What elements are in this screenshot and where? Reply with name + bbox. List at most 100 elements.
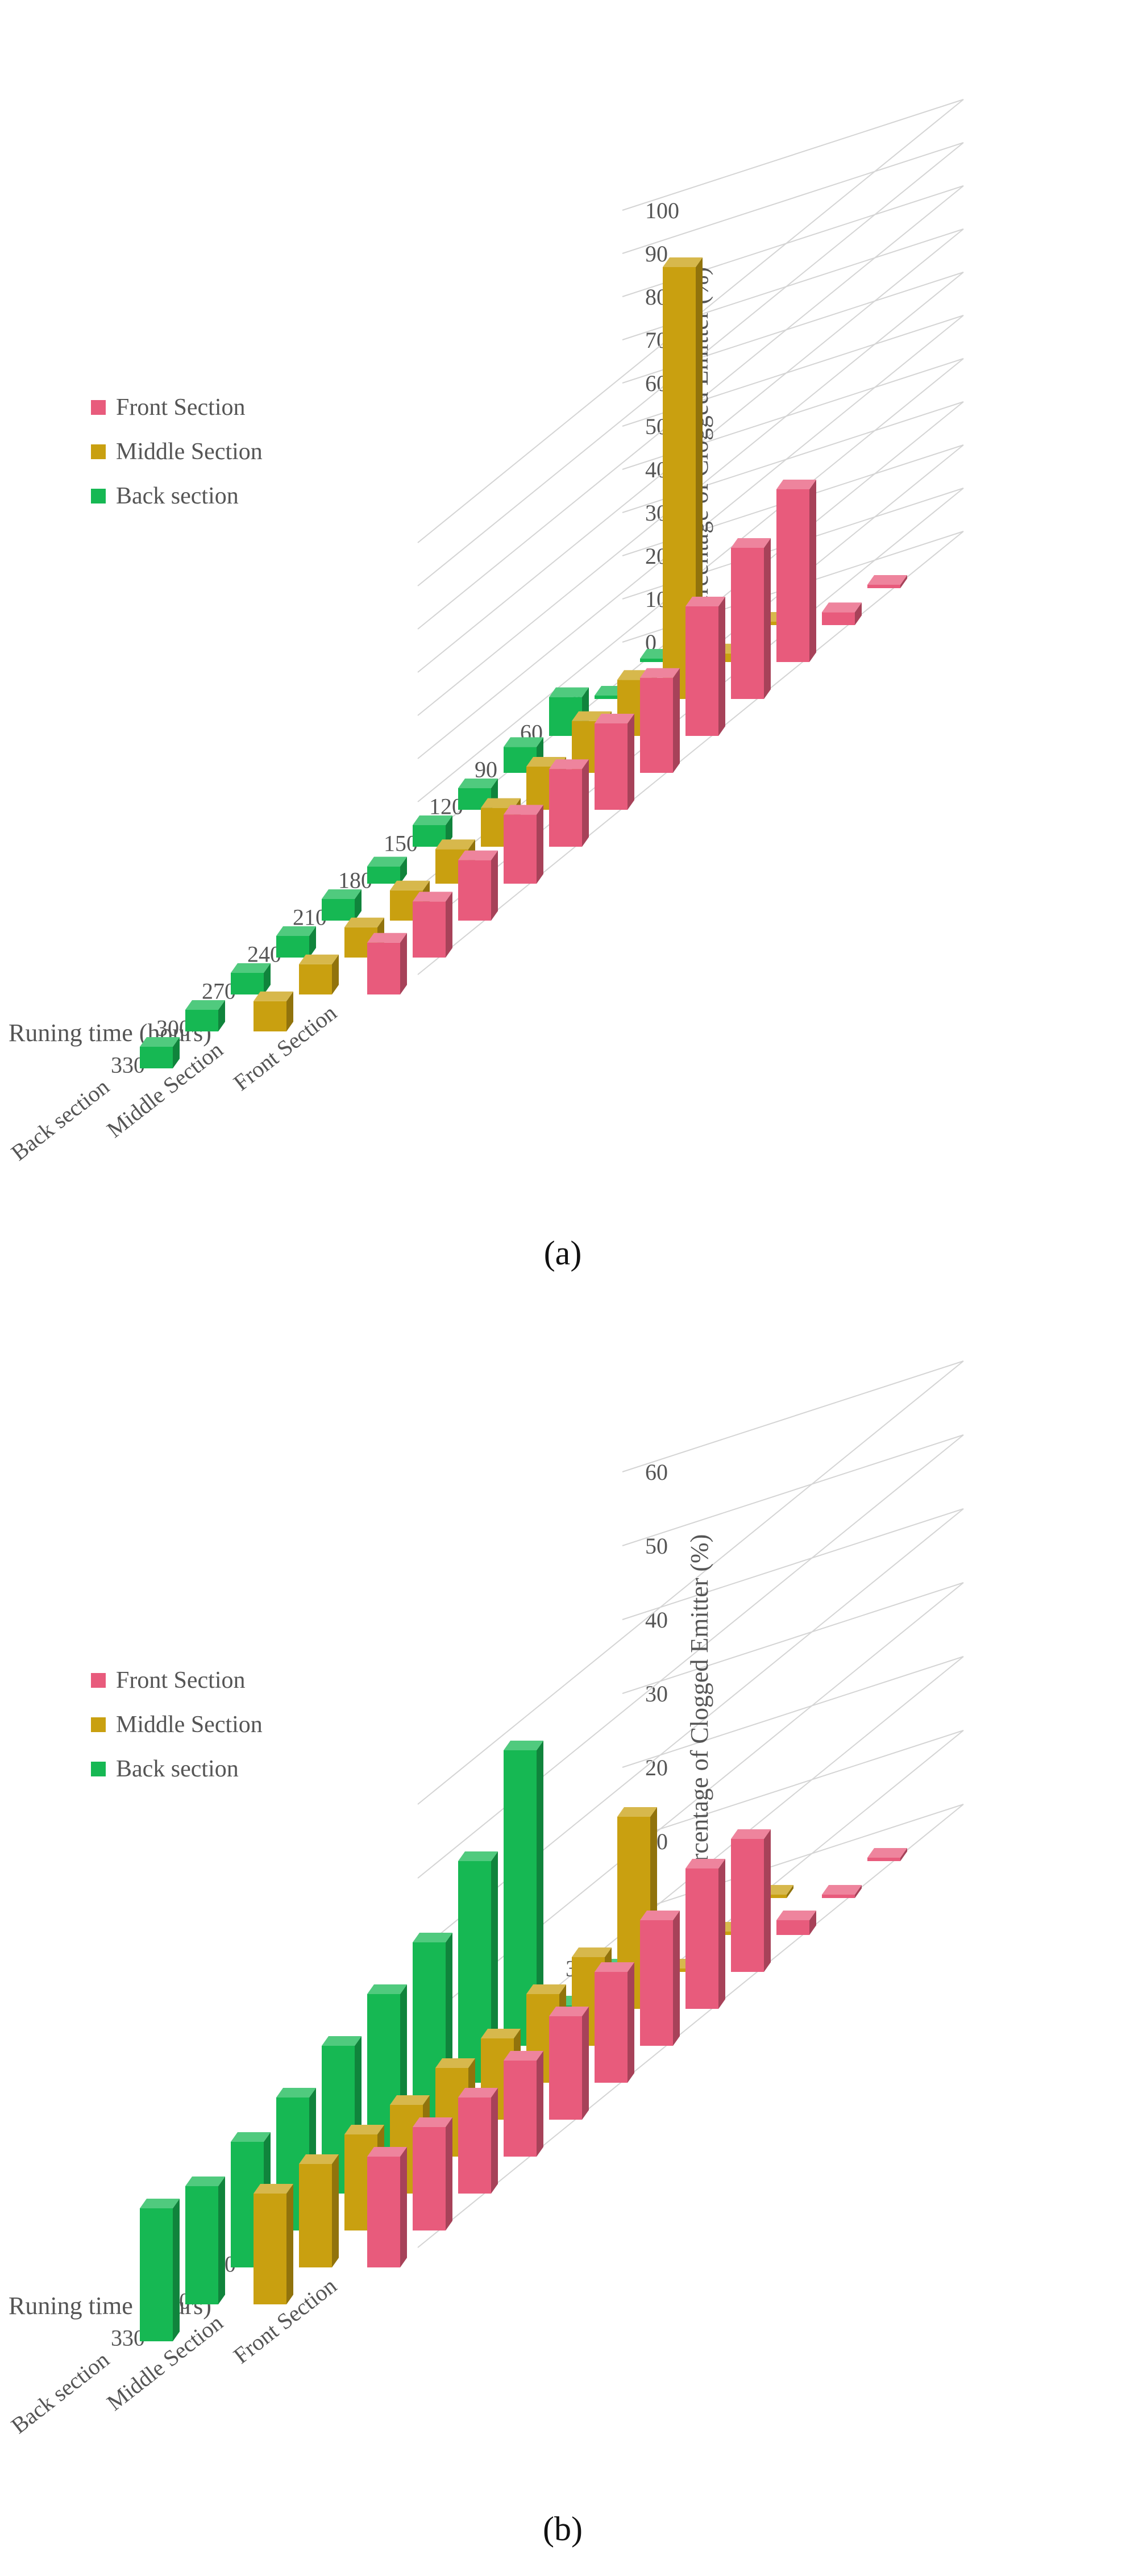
- x-axis-title: Runing time (hours): [9, 2292, 211, 2320]
- bar: [322, 889, 362, 921]
- z-tick-label: 50: [645, 1533, 668, 1559]
- legend-label: Middle Section: [116, 1712, 263, 1738]
- bar-front-face: [254, 2194, 286, 2304]
- bar-front-face: [504, 2061, 537, 2157]
- time-tick-label: 180: [338, 868, 372, 893]
- bar-front-face: [413, 825, 446, 847]
- bar-top-face: [776, 1911, 816, 1920]
- bar-side-face: [537, 805, 543, 884]
- time-tick-label: 150: [384, 831, 418, 856]
- bar-side-face: [173, 1037, 180, 1068]
- bar-side-face: [764, 1829, 771, 1972]
- bar: [640, 668, 680, 773]
- bar-side-face: [855, 602, 862, 625]
- bar-front-face: [367, 942, 400, 994]
- x-axis-title: Runing time (hours): [9, 1019, 211, 1047]
- bar-side-face: [218, 2177, 225, 2304]
- gridline-back: [622, 1582, 964, 1694]
- bar: [185, 1000, 225, 1031]
- bar-top-face: [435, 2058, 475, 2068]
- bar-side-face: [900, 575, 907, 588]
- legend-label: Back section: [116, 483, 239, 509]
- bar-top-face: [526, 1984, 566, 1994]
- bar-top-face: [572, 1947, 612, 1957]
- gridline-back: [622, 1656, 964, 1768]
- bar-front-face: [867, 1858, 900, 1861]
- bar-front-face: [663, 267, 696, 699]
- bar-top-face: [595, 1962, 634, 1972]
- z-tick-label: 60: [645, 1459, 668, 1485]
- bar-front-face: [595, 1972, 628, 2083]
- bar-top-face: [390, 2095, 430, 2105]
- bar-top-face: [299, 954, 339, 964]
- bar: [685, 597, 725, 736]
- bar-front-face: [549, 769, 582, 847]
- legend-swatch: [91, 489, 106, 503]
- bar-top-face: [822, 602, 862, 613]
- bar-side-face: [537, 2051, 543, 2157]
- bar-top-face: [367, 1984, 407, 1994]
- bar: [413, 2117, 452, 2230]
- gridline-back: [622, 1434, 964, 1546]
- z-tick-label: 90: [645, 241, 668, 267]
- section-tick-label: Back section: [6, 1073, 114, 1166]
- legend-label: Front Section: [116, 394, 246, 421]
- section-tick-label: Back section: [6, 2346, 114, 2438]
- time-tick-label: 120: [429, 794, 463, 819]
- bar-front-face: [458, 2098, 491, 2194]
- bar-front-face: [231, 973, 264, 994]
- bar-top-face: [867, 575, 907, 585]
- bar-front-face: [185, 1010, 218, 1031]
- bar-top-face: [413, 892, 452, 902]
- bar-top-face: [458, 779, 498, 788]
- bar-top-face: [595, 714, 634, 723]
- bar-top-face: [185, 1000, 225, 1010]
- bar: [458, 1851, 498, 2083]
- bar: [367, 2147, 407, 2267]
- chart-panel-a: 0102030405060708090100Percentage of Clog…: [6, 99, 964, 1166]
- bar-side-face: [400, 933, 407, 994]
- z-tick-label: 40: [645, 1607, 668, 1633]
- bar: [413, 815, 452, 847]
- bar-top-face: [731, 1829, 771, 1839]
- bar-top-face: [322, 2036, 362, 2046]
- bar-top-face: [458, 2088, 498, 2098]
- bar: [458, 850, 498, 921]
- bar-side-face: [491, 850, 498, 921]
- bar-top-face: [640, 668, 680, 678]
- gridline-side: [417, 1804, 964, 2248]
- bar-side-face: [537, 1741, 543, 2046]
- bar-side-face: [332, 954, 339, 994]
- bar-front-face: [776, 1920, 809, 1935]
- bar-front-face: [458, 1861, 491, 2083]
- gridline-back: [622, 1508, 964, 1620]
- bar-front-face: [413, 2127, 446, 2230]
- bar: [867, 575, 907, 588]
- time-tick-label: 330: [111, 1052, 145, 1078]
- bar: [640, 1911, 680, 2046]
- legend-label: Middle Section: [116, 439, 263, 465]
- bar: [276, 926, 316, 958]
- legend-swatch: [91, 1717, 106, 1732]
- z-axis-title: Percentage of Clogged Emitter (%): [685, 1534, 713, 1887]
- bar-top-face: [254, 2184, 293, 2194]
- bar-top-face: [481, 2029, 521, 2038]
- bar: [413, 892, 452, 958]
- bar: [254, 2184, 293, 2304]
- bar-top-face: [776, 480, 816, 489]
- time-tick-label: 90: [475, 757, 497, 783]
- bar: [140, 2199, 180, 2341]
- bar-front-face: [140, 2208, 173, 2341]
- bar-top-face: [367, 933, 407, 943]
- caption-a: (a): [544, 1234, 582, 1272]
- bar-front-face: [299, 2164, 332, 2267]
- bar-side-face: [900, 1848, 907, 1861]
- time-tick-label: 330: [111, 2325, 145, 2351]
- bar-top-face: [549, 2007, 589, 2016]
- bar-top-face: [367, 856, 407, 867]
- bar-side-face: [809, 480, 816, 662]
- bar: [776, 480, 816, 662]
- bar-front-face: [367, 2157, 400, 2267]
- bar-front-face: [685, 606, 718, 736]
